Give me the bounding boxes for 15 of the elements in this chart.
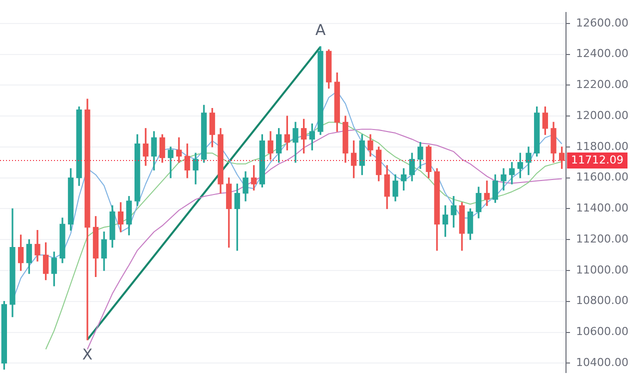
annotation: X bbox=[82, 346, 93, 364]
y-tick-label: 10400.00 bbox=[576, 356, 628, 369]
y-tick-label: 12200.00 bbox=[576, 78, 628, 92]
y-tick-label: 11000.00 bbox=[576, 263, 628, 276]
y-tick-label: 11800.00 bbox=[576, 140, 628, 153]
y-tick-label: 10600.00 bbox=[576, 325, 628, 338]
y-tick-label: 12000.00 bbox=[576, 108, 628, 122]
y-tick-label: 10800.00 bbox=[576, 294, 628, 308]
annotation: A bbox=[315, 20, 326, 39]
y-tick-label: 11400.00 bbox=[576, 202, 628, 215]
ref-line-label: 11712.09 bbox=[571, 153, 624, 166]
y-tick-label: 11200.00 bbox=[576, 232, 628, 246]
y-tick-label: 11600.00 bbox=[576, 170, 628, 184]
y-tick-label: 12600.00 bbox=[576, 16, 628, 30]
y-tick-label: 12400.00 bbox=[576, 47, 628, 60]
